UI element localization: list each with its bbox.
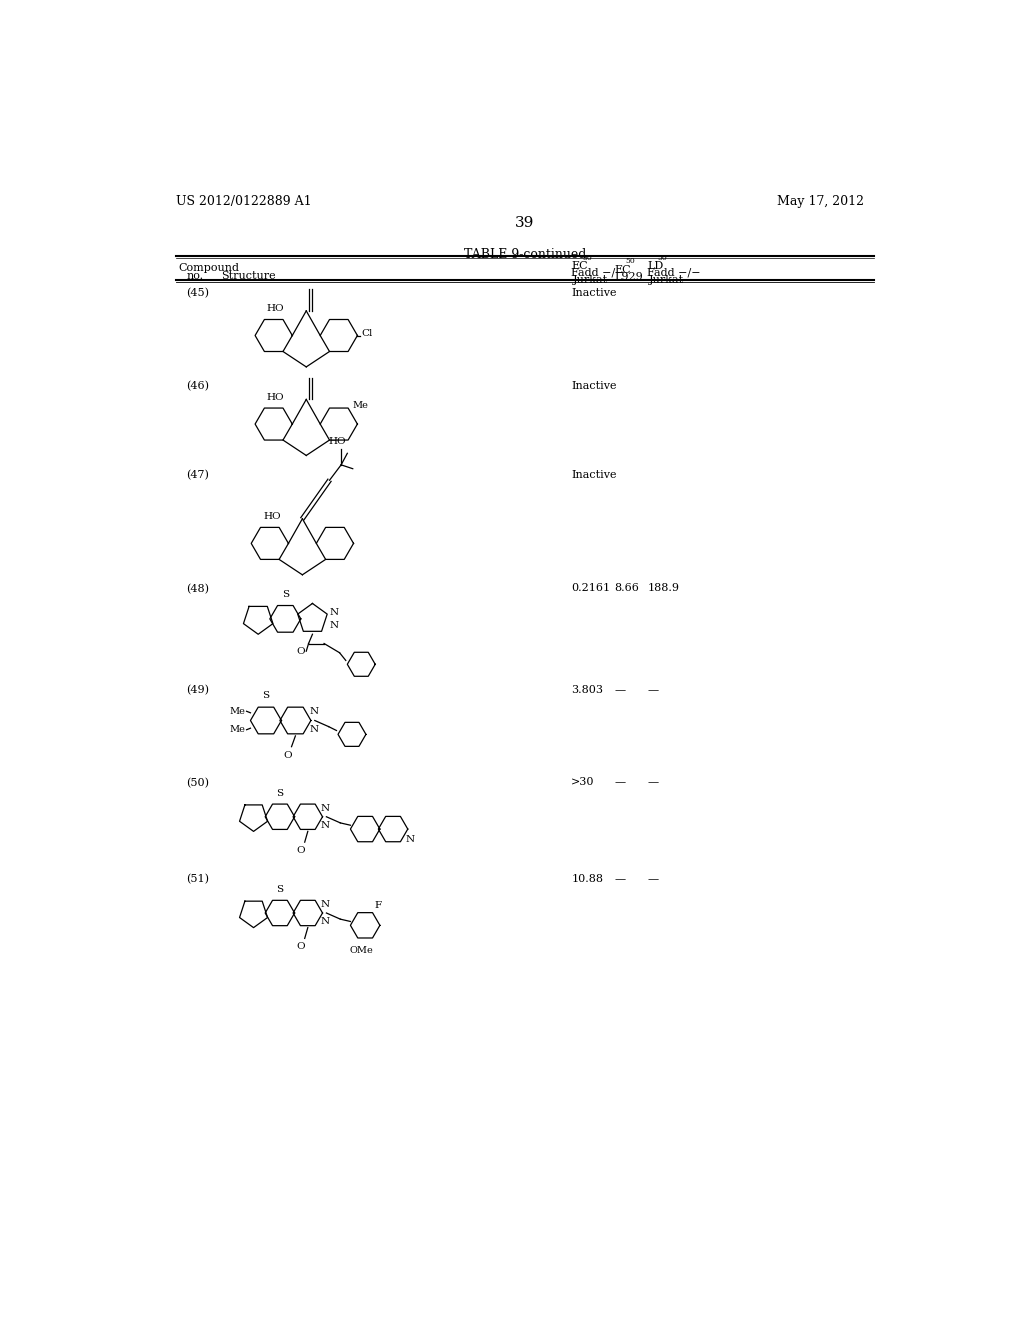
- Text: —: —: [647, 777, 658, 788]
- Text: Structure: Structure: [221, 271, 275, 281]
- Text: US 2012/0122889 A1: US 2012/0122889 A1: [176, 195, 311, 209]
- Text: —: —: [614, 874, 626, 883]
- Text: 8.66: 8.66: [614, 583, 640, 594]
- Text: N: N: [406, 836, 415, 845]
- Text: O: O: [297, 647, 305, 656]
- Text: (51): (51): [186, 874, 209, 884]
- Text: O: O: [297, 846, 305, 855]
- Text: O: O: [284, 751, 292, 759]
- Text: L929: L929: [614, 272, 643, 281]
- Text: N: N: [309, 725, 318, 734]
- Text: TABLE 9-continued: TABLE 9-continued: [464, 248, 586, 261]
- Text: (50): (50): [186, 777, 209, 788]
- Text: Inactive: Inactive: [571, 381, 616, 391]
- Text: N: N: [330, 620, 339, 630]
- Text: Fadd −/−: Fadd −/−: [647, 268, 700, 277]
- Text: (49): (49): [186, 685, 209, 696]
- Text: —: —: [614, 777, 626, 788]
- Text: >30: >30: [571, 777, 595, 788]
- Text: S: S: [276, 884, 284, 894]
- Text: HO: HO: [267, 304, 285, 313]
- Text: EC: EC: [614, 264, 632, 275]
- Text: Jurkat: Jurkat: [649, 275, 684, 285]
- Text: F: F: [375, 900, 382, 909]
- Text: —: —: [614, 685, 626, 696]
- Text: HO: HO: [267, 392, 285, 401]
- Text: May 17, 2012: May 17, 2012: [777, 195, 864, 209]
- Text: O: O: [297, 942, 305, 952]
- Text: N: N: [330, 609, 339, 618]
- Text: N: N: [321, 917, 330, 925]
- Text: (47): (47): [186, 470, 209, 480]
- Text: Me: Me: [229, 706, 245, 715]
- Text: 188.9: 188.9: [647, 583, 679, 594]
- Text: no.: no.: [186, 271, 203, 281]
- Text: —: —: [647, 874, 658, 883]
- Text: S: S: [262, 692, 269, 701]
- Text: 50: 50: [583, 253, 592, 261]
- Text: LD: LD: [647, 261, 664, 271]
- Text: 39: 39: [515, 216, 535, 230]
- Text: 10.88: 10.88: [571, 874, 603, 883]
- Text: 0.2161: 0.2161: [571, 583, 610, 594]
- Text: N: N: [309, 706, 318, 715]
- Text: S: S: [282, 590, 289, 599]
- Text: 50: 50: [657, 253, 667, 261]
- Text: HO: HO: [263, 512, 281, 521]
- Text: Compound: Compound: [178, 263, 240, 273]
- Text: HO: HO: [329, 437, 346, 446]
- Text: Inactive: Inactive: [571, 470, 616, 480]
- Text: N: N: [321, 900, 330, 909]
- Text: OMe: OMe: [349, 946, 373, 956]
- Text: Inactive: Inactive: [571, 288, 616, 298]
- Text: N: N: [321, 804, 330, 813]
- Text: Me: Me: [352, 401, 369, 411]
- Text: Jurkat: Jurkat: [572, 275, 608, 285]
- Text: (48): (48): [186, 583, 209, 594]
- Text: —: —: [647, 685, 658, 696]
- Text: Fadd −/−: Fadd −/−: [571, 268, 625, 277]
- Text: Me: Me: [229, 725, 245, 734]
- Text: 50: 50: [626, 257, 635, 265]
- Text: (45): (45): [186, 288, 209, 298]
- Text: S: S: [276, 788, 284, 797]
- Text: Cl: Cl: [361, 329, 373, 338]
- Text: EC: EC: [571, 261, 588, 271]
- Text: (46): (46): [186, 381, 209, 391]
- Text: 3.803: 3.803: [571, 685, 603, 696]
- Text: N: N: [321, 821, 330, 830]
